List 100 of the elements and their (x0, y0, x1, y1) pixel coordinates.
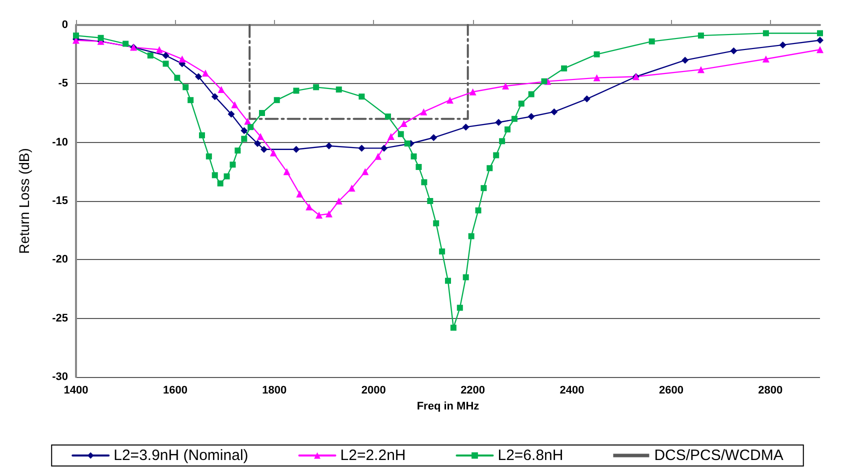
point (427, 198, 434, 204)
point (374, 152, 382, 160)
point (469, 88, 476, 96)
point (188, 97, 194, 104)
legend-label: DCS/PCS/WCDMA (654, 447, 784, 464)
point (410, 153, 417, 160)
point (325, 210, 332, 218)
point (259, 110, 265, 116)
point (762, 30, 769, 36)
point (358, 94, 365, 100)
point (398, 131, 404, 138)
point (583, 95, 590, 102)
point (283, 168, 290, 176)
point (98, 34, 104, 41)
point (257, 132, 264, 140)
point (195, 73, 202, 80)
point (475, 207, 482, 214)
point (762, 56, 770, 63)
point (178, 56, 186, 63)
point (499, 138, 506, 144)
point (504, 126, 511, 132)
point (450, 324, 456, 331)
point (293, 88, 300, 94)
point (511, 116, 518, 122)
legend-label: L2=3.9nH (Nominal) (114, 447, 248, 464)
point (430, 134, 438, 142)
point (260, 146, 268, 153)
x-tick-label: 2200 (460, 384, 486, 396)
point (313, 84, 320, 90)
point (439, 248, 446, 254)
x-tick-label: 2600 (658, 384, 684, 396)
point (682, 56, 689, 64)
point (316, 212, 323, 219)
legend-label: L2=6.8nH (498, 447, 564, 464)
point (296, 190, 304, 198)
point (228, 110, 235, 118)
x-axis-title: Freq in MHz (416, 400, 480, 412)
point (274, 97, 280, 104)
point (224, 173, 230, 180)
y-tick-label: 0 (62, 19, 68, 31)
point (217, 180, 224, 186)
point (416, 164, 422, 170)
y-tick-label: -25 (52, 312, 68, 324)
point (486, 165, 493, 172)
point (421, 179, 428, 186)
x-tick-label: 2800 (758, 384, 783, 396)
point (445, 278, 451, 284)
y-tick-label: -20 (52, 254, 68, 266)
point (202, 70, 209, 77)
point (336, 86, 342, 93)
point (495, 118, 502, 126)
x-tick-label: 2400 (560, 384, 584, 396)
point (335, 198, 342, 204)
point (697, 66, 704, 74)
x-tick-label: 1400 (64, 384, 88, 396)
point (698, 32, 704, 39)
y-tick-label: -10 (52, 136, 68, 148)
y-tick-label: -5 (58, 78, 68, 90)
point (241, 136, 248, 142)
y-tick-label: -15 (52, 195, 68, 207)
point (528, 113, 535, 120)
point (518, 100, 524, 107)
point (550, 108, 558, 116)
point (212, 172, 218, 178)
point (816, 46, 824, 54)
point (462, 124, 470, 131)
point (817, 30, 823, 36)
y-axis-title: Return Loss (dB) (16, 148, 32, 254)
point (480, 185, 487, 192)
point (433, 220, 440, 226)
point (198, 132, 205, 138)
point (468, 233, 474, 240)
point (240, 127, 248, 134)
point (218, 86, 225, 94)
point (231, 101, 238, 108)
point (292, 146, 300, 153)
point (541, 78, 548, 84)
point (182, 84, 189, 90)
point (248, 124, 254, 130)
point (230, 162, 236, 168)
point (306, 203, 313, 210)
point (384, 114, 391, 120)
point (400, 120, 408, 128)
point (174, 74, 180, 81)
x-tick-label: 2000 (361, 384, 386, 396)
point (387, 132, 394, 140)
x-tick-label: 1800 (262, 384, 287, 396)
point (325, 142, 332, 150)
point (593, 74, 600, 82)
point (456, 304, 463, 311)
point (73, 32, 79, 39)
y-tick-label: -30 (52, 371, 68, 383)
point (234, 148, 241, 154)
point (122, 40, 129, 47)
point (380, 144, 388, 152)
point (162, 60, 169, 67)
point (348, 184, 356, 192)
point (502, 82, 510, 90)
point (147, 52, 154, 59)
legend-label: L2=2.2nH (340, 447, 406, 464)
